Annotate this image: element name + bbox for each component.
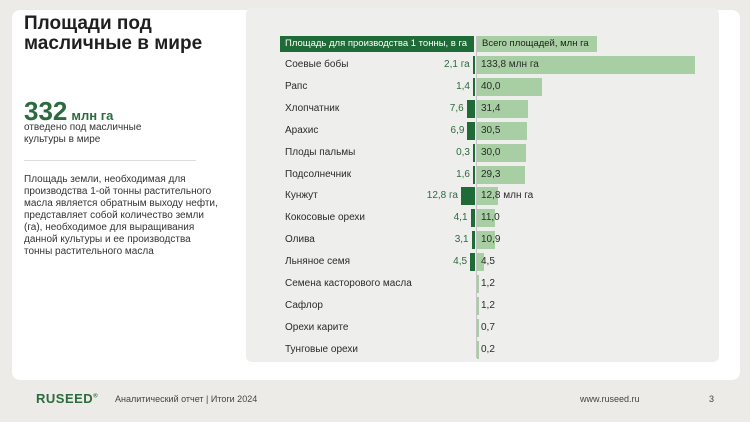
- total-area-bar: [477, 296, 479, 315]
- per-ton-value: 3,1: [454, 234, 469, 246]
- category-label: Соевые бобы: [285, 59, 349, 70]
- category-label: Арахис: [285, 124, 319, 136]
- per-ton-bar: [472, 56, 475, 74]
- per-ton-bar: [470, 209, 475, 228]
- category-label: Тунговые орехи: [285, 343, 358, 355]
- per-ton-value: 0,3: [456, 146, 470, 158]
- per-ton-bar: [473, 165, 475, 184]
- header-left-per-ton: Площадь для производства 1 тонны, в га: [280, 36, 474, 52]
- total-area-value: 29,3: [481, 168, 501, 180]
- total-area-value: 30,0: [481, 146, 501, 158]
- total-area-bar: [477, 56, 695, 74]
- total-area-bar: [477, 209, 495, 228]
- per-ton-value: 6,9: [450, 124, 465, 136]
- per-ton-value: 1,4: [456, 80, 470, 92]
- stat-unit: млн га: [71, 108, 114, 123]
- total-area-bar: [477, 318, 479, 337]
- header-right-total: Всего площадей, млн га: [477, 36, 597, 52]
- total-area-bar: [477, 99, 529, 118]
- website-link[interactable]: www.ruseed.ru: [580, 394, 640, 404]
- per-ton-bar: [470, 253, 475, 272]
- axis-divider-line: [476, 36, 477, 358]
- total-area-value: 12,8 млн га: [481, 190, 534, 202]
- per-ton-value: 2,1 га: [444, 59, 470, 70]
- category-label: Хлопчатник: [285, 102, 340, 114]
- category-label: Плоды пальмы: [285, 146, 356, 158]
- per-ton-bar: [461, 187, 475, 206]
- category-label: Олива: [285, 234, 315, 246]
- total-area-bar: [477, 340, 479, 359]
- logo-mark: ®: [93, 393, 99, 400]
- per-ton-bar: [466, 99, 475, 118]
- total-area-bar: [477, 275, 479, 293]
- per-ton-value: 12,8 га: [426, 190, 458, 202]
- total-area-bar: [477, 143, 526, 162]
- stat-value: 332: [24, 96, 68, 126]
- total-area-value: 30,5: [481, 124, 501, 136]
- total-area-value: 40,0: [481, 80, 501, 92]
- category-label: Семена касторового масла: [285, 278, 412, 289]
- category-label: Рапс: [285, 80, 308, 92]
- per-ton-value: 4,1: [453, 212, 468, 224]
- per-ton-value: 4,5: [453, 256, 468, 268]
- logo-text: RUSEED: [36, 391, 94, 406]
- total-area-value: 31,4: [481, 102, 501, 114]
- total-area-bar: [477, 165, 525, 184]
- total-area-value: 1,2: [481, 299, 495, 311]
- page-title: Площади под масличные в мире: [24, 13, 203, 54]
- total-area-value: 10,9: [481, 234, 501, 246]
- category-label: Кокосовые орехи: [285, 212, 365, 224]
- per-ton-bar: [473, 143, 475, 162]
- description-text: Площадь земли, необходимая для производс…: [24, 174, 218, 257]
- total-area-bar: [477, 121, 527, 140]
- category-label: Льняное семя: [285, 256, 350, 268]
- per-ton-value: 7,6: [449, 102, 464, 114]
- total-area-value: 133,8 млн га: [481, 59, 539, 70]
- total-area-value: 0,2: [481, 343, 495, 355]
- category-label: Орехи карите: [285, 321, 349, 333]
- per-ton-value: 1,6: [456, 168, 470, 180]
- total-area-bar: [477, 77, 543, 96]
- brand-logo: RUSEED®: [36, 391, 98, 406]
- total-area-stat: 332 млн га: [24, 96, 113, 127]
- category-label: Подсолнечник: [285, 168, 352, 180]
- report-caption: Аналитический отчет | Итоги 2024: [115, 394, 258, 404]
- category-label: Сафлор: [285, 299, 323, 311]
- total-area-bar: [477, 231, 495, 250]
- total-area-value: 11,0: [481, 212, 500, 224]
- page-number: 3: [709, 394, 715, 404]
- total-area-value: 0,7: [481, 321, 495, 333]
- total-area-bar: [477, 187, 498, 206]
- per-ton-bar: [471, 231, 475, 250]
- total-area-value: 1,2: [481, 278, 495, 289]
- per-ton-bar: [473, 77, 475, 96]
- category-label: Кунжут: [285, 190, 318, 202]
- total-area-value: 4,5: [481, 256, 495, 268]
- divider: [24, 160, 196, 161]
- total-area-bar: [477, 253, 485, 272]
- per-ton-bar: [467, 121, 475, 140]
- stat-caption: отведено под масличные культуры в мире: [24, 122, 142, 145]
